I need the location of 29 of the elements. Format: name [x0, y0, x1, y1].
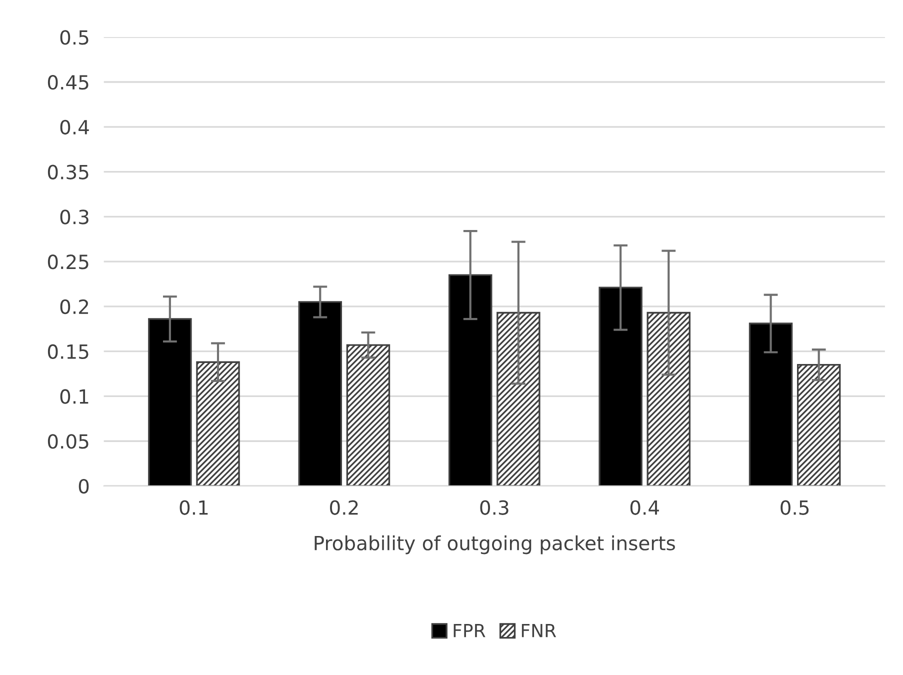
x-tick-label: 0.2 — [330, 500, 358, 515]
y-tick-label: 0.05 — [48, 434, 88, 449]
y-tick-label: 0.25 — [48, 254, 88, 270]
bar — [796, 364, 841, 486]
bar — [448, 274, 492, 486]
y-tick-label: 0.15 — [48, 344, 88, 359]
bar — [346, 344, 390, 486]
bar — [496, 312, 540, 486]
legend-label: FNR — [522, 624, 556, 638]
x-tick-label: 0.3 — [480, 500, 508, 515]
y-tick-label: 0.2 — [60, 299, 88, 314]
x-axis-title: Probability of outgoing packet inserts — [314, 535, 675, 554]
y-tick-label: 0.3 — [60, 210, 88, 224]
bar — [598, 286, 642, 486]
bar — [748, 322, 793, 486]
bar — [298, 301, 342, 486]
x-tick-label: 0.1 — [180, 500, 208, 515]
bar — [148, 318, 192, 486]
y-tick-label: 0 — [78, 478, 89, 494]
y-tick-label: 0.35 — [48, 164, 88, 180]
y-tick-label: 0.4 — [60, 120, 89, 135]
legend-label: FPR — [454, 624, 486, 638]
y-tick-label: 0.45 — [48, 74, 88, 90]
bar — [646, 312, 690, 486]
y-tick-label: 0.1 — [60, 389, 88, 404]
y-tick-label: 0.5 — [60, 30, 88, 45]
bar — [196, 361, 240, 486]
x-tick-label: 0.4 — [630, 500, 659, 515]
x-tick-label: 0.5 — [780, 500, 809, 515]
